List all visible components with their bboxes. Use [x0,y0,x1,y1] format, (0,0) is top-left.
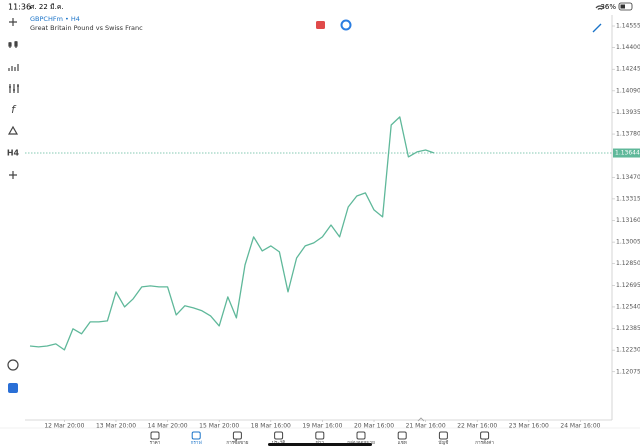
home-indicator [268,443,372,446]
tab-label[interactable]: ประวัติ [272,439,285,446]
one-click-button[interactable] [340,19,352,31]
tab-icon[interactable] [438,431,448,440]
tab-label[interactable]: กราฟ [191,440,202,446]
chart-subtitle: Great Britain Pound vs Swiss Franc [30,24,143,32]
y-tick-label: 1.13780 [616,131,640,138]
y-tick-label: 1.12850 [616,260,640,267]
status-date: ศ. 22 มี.ค. [30,3,64,11]
y-tick-label: 1.14245 [616,66,640,73]
y-tick-label: 1.12695 [616,282,640,289]
chart-title[interactable]: GBPCHFm • H4 [30,15,80,23]
price-line [29,116,435,351]
tab-label[interactable]: การซื้อขาย [226,439,248,446]
y-tick-label: 1.12075 [616,368,640,375]
wifi-icon [595,5,605,10]
tab-icon[interactable] [232,431,242,440]
y-tick-label: 1.14400 [616,44,640,51]
x-tick-label: 14 Mar 20:00 [148,423,188,430]
y-tick-label: 1.12230 [616,347,640,354]
tab-label[interactable]: ราคา [150,440,161,446]
crosshair-tool[interactable] [9,18,17,26]
status-battery: 36% [600,3,616,11]
tab-icon[interactable] [397,431,407,440]
x-tick-label: 20 Mar 16:00 [354,423,394,430]
x-tick-label: 23 Mar 16:00 [509,423,549,430]
x-tick-label: 12 Mar 20:00 [44,423,84,430]
y-tick-label: 1.13470 [616,174,640,181]
y-tick-label: 1.12540 [616,303,640,310]
tab-icon[interactable] [150,431,160,440]
objects-tool[interactable] [7,125,19,135]
y-tick-label: 1.13005 [616,239,640,246]
tab-label[interactable]: แชท [398,440,407,446]
scroll-marker [417,417,425,422]
x-tick-label: 18 Mar 16:00 [251,423,291,430]
timeframe[interactable]: H4 [7,149,20,158]
cursor-tool[interactable] [9,171,17,179]
y-tick-label: 1.14090 [616,87,640,94]
x-tick-label: 22 Mar 16:00 [457,423,497,430]
x-tick-label: 24 Mar 16:00 [560,423,600,430]
tab-label[interactable]: การตั้งค่า [475,439,494,446]
function-tool[interactable]: f [11,103,17,116]
tab-label[interactable]: บัญชี [438,439,448,446]
y-tick-label: 1.12385 [616,325,640,332]
draw-tool[interactable] [592,23,602,33]
left-toolbar: f H4 [7,18,20,393]
current-price-box [613,148,640,158]
sell-button[interactable] [316,21,325,29]
x-tick-label: 15 Mar 20:00 [199,423,239,430]
y-tick-label: 1.13315 [616,195,640,202]
chart-type-tool[interactable] [8,41,18,48]
current-price-label: 1.13644 [615,150,640,157]
status-time: 11:36 [8,3,31,12]
indicators-tool[interactable] [8,64,19,71]
chart-area: 1.14555 1.14400 1.14245 1.14090 1.13935 1.137… [25,23,640,430]
tab-bar: ราคากราฟการซื้อขายประวัติข่าวกล่องจดหมาย… [150,431,494,446]
tab-icon[interactable] [315,431,325,440]
settings-tool[interactable] [9,84,19,93]
battery-icon [618,2,633,11]
tab-icon[interactable] [274,431,284,440]
y-tick-label: 1.13160 [616,217,640,224]
tab-icon[interactable] [191,431,201,440]
y-tick-label: 1.14555 [616,23,640,30]
trade-tool[interactable] [8,383,18,393]
x-tick-label: 13 Mar 20:00 [96,423,136,430]
x-tick-label: 19 Mar 16:00 [302,423,342,430]
y-tick-label: 1.13935 [616,109,640,116]
tab-icon[interactable] [356,431,366,440]
battery-level [620,4,625,9]
x-tick-label: 21 Mar 16:00 [406,423,446,430]
tab-icon[interactable] [480,431,490,440]
zoom-tool[interactable] [7,359,19,371]
